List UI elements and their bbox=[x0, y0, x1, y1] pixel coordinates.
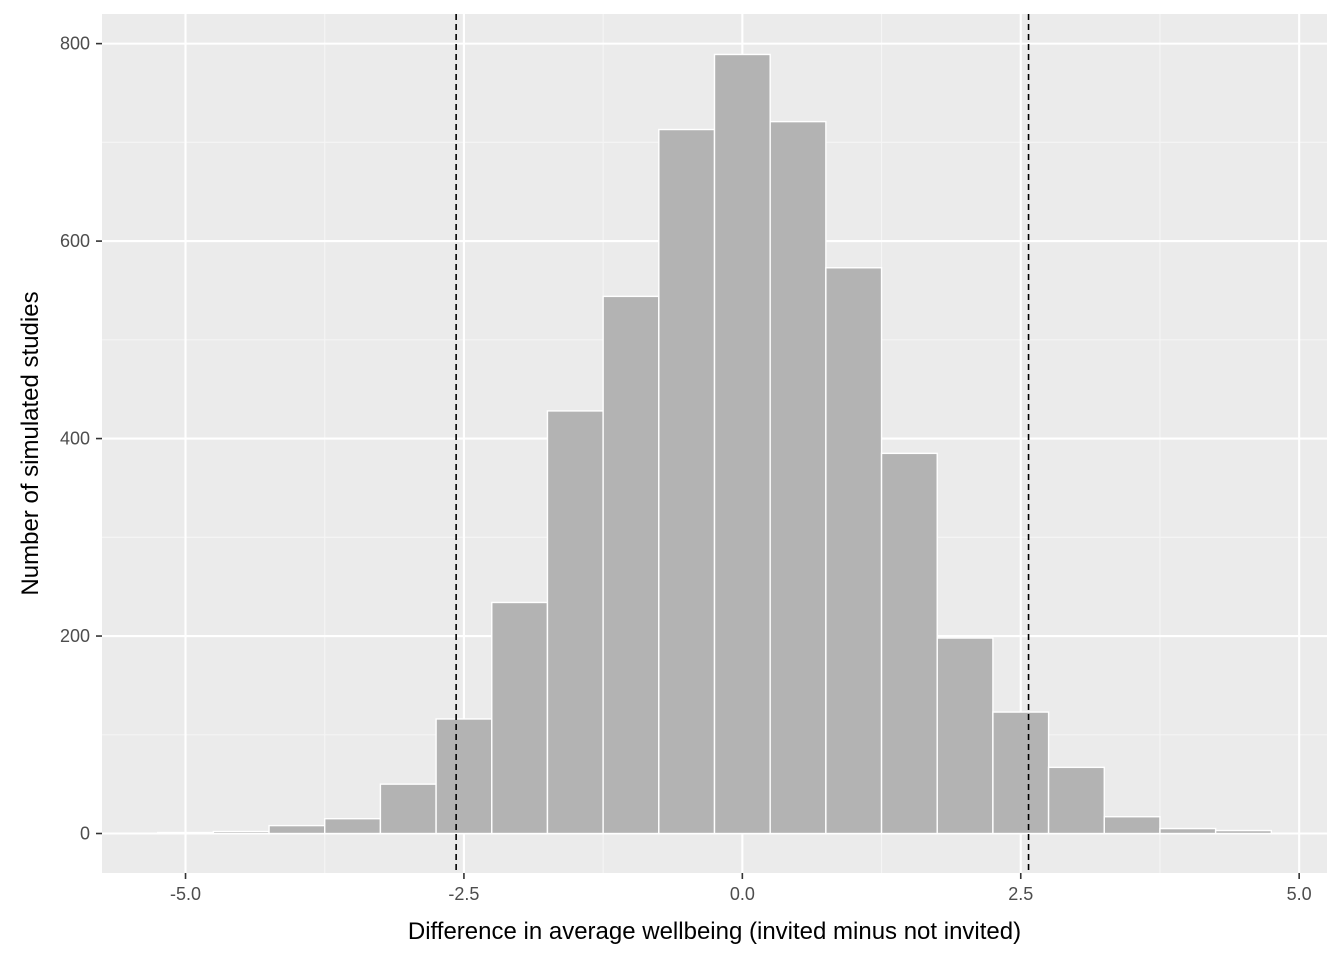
histogram-bar bbox=[212, 830, 270, 835]
histogram-bar bbox=[435, 718, 493, 835]
histogram-bar bbox=[491, 601, 549, 835]
histogram-bar bbox=[602, 295, 660, 835]
x-tick-label: 5.0 bbox=[1287, 884, 1312, 904]
x-tick-label: 0.0 bbox=[730, 884, 755, 904]
y-axis: 0 200 400 600 800 bbox=[60, 34, 102, 844]
histogram-bar bbox=[825, 267, 883, 835]
x-tick-label: 2.5 bbox=[1008, 884, 1033, 904]
reference-lines bbox=[455, 14, 1030, 873]
x-tick-label: -2.5 bbox=[448, 884, 479, 904]
y-tick-label: 600 bbox=[60, 231, 90, 251]
x-axis: -5.0 -2.5 0.0 2.5 5.0 bbox=[170, 873, 1312, 904]
y-axis-title: Number of simulated studies bbox=[17, 291, 44, 595]
y-tick-label: 400 bbox=[60, 429, 90, 449]
y-tick-label: 800 bbox=[60, 34, 90, 54]
histogram-bar bbox=[1159, 827, 1217, 835]
histogram-bar bbox=[1103, 816, 1161, 835]
histogram-bar bbox=[658, 128, 716, 835]
histogram-bar bbox=[880, 452, 938, 835]
x-axis-title: Difference in average wellbeing (invited… bbox=[408, 918, 1021, 945]
histogram-bar bbox=[769, 120, 827, 835]
histogram-bar bbox=[324, 817, 382, 835]
histogram-bar bbox=[1047, 766, 1105, 835]
histogram-bar bbox=[379, 783, 437, 835]
histogram-bars bbox=[156, 53, 1273, 835]
histogram-bar bbox=[992, 711, 1050, 835]
histogram-bar bbox=[268, 824, 326, 835]
histogram-bar bbox=[713, 53, 771, 835]
histogram-bar bbox=[546, 410, 604, 835]
y-tick-label: 0 bbox=[80, 824, 90, 844]
y-tick-label: 200 bbox=[60, 626, 90, 646]
x-tick-label: -5.0 bbox=[170, 884, 201, 904]
histogram-bar bbox=[936, 637, 994, 835]
histogram-bar bbox=[156, 831, 215, 835]
histogram-bar bbox=[1214, 829, 1273, 835]
